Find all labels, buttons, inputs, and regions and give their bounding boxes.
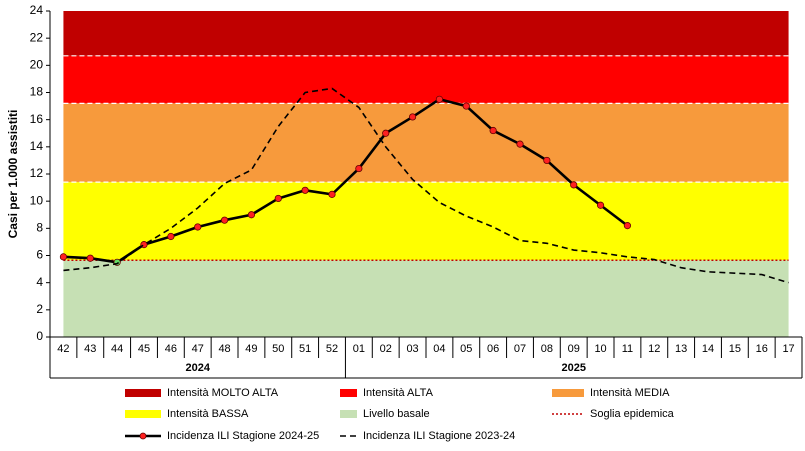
y-axis-label: Casi per 1.000 assistiti [6, 110, 20, 239]
x-tick-label: 05 [460, 343, 472, 355]
data-point [408, 113, 417, 121]
legend-label: Soglia epidemica [590, 408, 675, 420]
intensity-band [63, 103, 789, 183]
data-point [516, 140, 524, 148]
y-tick-label: 14 [30, 139, 44, 153]
intensity-band [63, 260, 789, 337]
x-tick-label: 52 [326, 343, 338, 355]
y-tick-label: 6 [36, 248, 43, 262]
x-tick-label: 49 [245, 343, 257, 355]
x-tick-label: 03 [406, 343, 418, 355]
x-tick-label: 46 [165, 343, 177, 355]
y-tick-label: 20 [30, 58, 44, 72]
data-point [623, 222, 632, 230]
x-tick-label: 11 [622, 343, 633, 355]
x-tick-label: 43 [84, 343, 96, 355]
intensity-band [63, 11, 789, 56]
x-tick-label: 06 [487, 343, 499, 355]
legend-label: Intensità MEDIA [590, 387, 670, 399]
x-tick-label: 15 [729, 343, 741, 355]
legend-label: Intensità BASSA [167, 408, 249, 420]
intensity-band [63, 182, 789, 261]
legend-label: Incidenza ILI Stagione 2024-25 [167, 430, 319, 442]
x-tick-label: 10 [594, 343, 606, 355]
y-tick-label: 10 [30, 193, 44, 207]
x-tick-label: 42 [57, 343, 69, 355]
data-point [489, 126, 497, 135]
x-tick-label: 48 [218, 343, 230, 355]
x-tick-label: 47 [192, 343, 204, 355]
data-point [59, 253, 68, 261]
data-point [220, 216, 229, 224]
x-tick-label: 44 [111, 343, 123, 355]
data-point [194, 223, 202, 231]
y-tick-label: 22 [30, 30, 44, 44]
legend-swatch [125, 389, 161, 397]
x-tick-label: 45 [138, 343, 150, 355]
y-tick-label: 2 [36, 302, 43, 316]
x-tick-label: 01 [353, 343, 365, 355]
series-line [63, 97, 629, 264]
x-tick-label: 17 [782, 343, 794, 355]
data-point [328, 190, 336, 198]
legend-label: Livello basale [363, 408, 430, 420]
data-point [86, 254, 94, 262]
legend-marker [139, 432, 147, 440]
data-point [301, 186, 309, 194]
data-point [382, 129, 390, 137]
y-tick-label: 4 [36, 275, 43, 289]
data-point [355, 164, 363, 173]
y-tick-label: 24 [30, 3, 44, 17]
legend-label: Intensità MOLTO ALTA [167, 387, 279, 399]
x-tick-label: 13 [675, 343, 687, 355]
x-tick-label: 09 [568, 343, 580, 355]
data-point [274, 194, 282, 203]
x-tick-label: 07 [514, 343, 526, 355]
data-point [462, 102, 470, 110]
legend-swatch [125, 410, 161, 418]
legend-swatch [340, 389, 357, 397]
legend-label: Incidenza ILI Stagione 2023-24 [363, 430, 515, 442]
intensity-band [63, 55, 789, 104]
data-point [247, 211, 256, 219]
x-tick-label: 16 [756, 343, 768, 355]
y-tick-label: 18 [30, 85, 44, 99]
legend-label: Intensità ALTA [363, 387, 434, 399]
group-label: 2025 [561, 362, 585, 374]
legend-swatch [340, 410, 357, 418]
y-tick-label: 0 [36, 329, 43, 343]
y-tick-label: 16 [30, 112, 44, 126]
data-point [167, 232, 175, 241]
x-tick-label: 02 [380, 343, 392, 355]
series-line [63, 87, 789, 284]
x-tick-label: 04 [433, 343, 445, 355]
data-point [543, 156, 551, 165]
x-tick-label: 51 [299, 343, 311, 355]
legend-swatch [552, 389, 584, 397]
data-point [435, 95, 444, 103]
x-tick-label: 50 [272, 343, 284, 355]
x-tick-label: 14 [702, 343, 714, 355]
data-point [596, 201, 605, 209]
x-tick-label: 12 [648, 343, 660, 355]
data-point [570, 181, 578, 189]
group-label: 2024 [185, 362, 210, 374]
x-tick-label: 08 [541, 343, 553, 355]
y-tick-label: 12 [30, 166, 44, 180]
y-tick-label: 8 [36, 221, 43, 235]
